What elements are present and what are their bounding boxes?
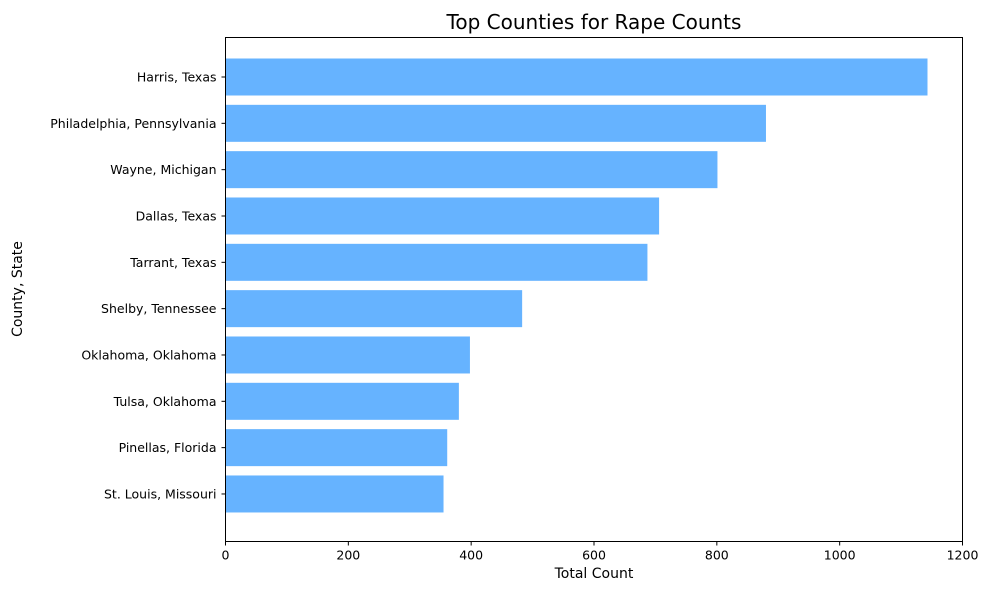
y-tick-label: St. Louis, Missouri [104, 486, 217, 501]
y-tick-label: Pinellas, Florida [119, 440, 217, 455]
bar [225, 151, 718, 189]
bar [225, 58, 928, 96]
chart-title: Top Counties for Rape Counts [446, 10, 742, 34]
bar [225, 243, 648, 281]
bar [225, 104, 766, 142]
y-tick-label: Tulsa, Oklahoma [113, 394, 217, 409]
x-tick-label: 0 [222, 548, 230, 563]
y-tick-label: Oklahoma, Oklahoma [81, 347, 216, 362]
bar [225, 382, 459, 420]
x-tick-label: 800 [705, 548, 729, 563]
y-tick-label: Harris, Texas [137, 70, 217, 85]
bar [225, 475, 444, 513]
y-tick-label: Philadelphia, Pennsylvania [50, 116, 216, 131]
x-tick-label: 600 [582, 548, 606, 563]
x-axis-label: Total Count [554, 566, 634, 582]
bar [225, 290, 523, 328]
y-tick-label: Dallas, Texas [136, 208, 217, 223]
y-tick-label: Tarrant, Texas [129, 255, 216, 270]
bar-group [225, 58, 928, 513]
x-tick-label: 1000 [824, 548, 856, 563]
x-ticks: 0 200 400 600 800 1000 1200 [222, 541, 979, 563]
bar [225, 197, 660, 235]
y-tick-label: Shelby, Tennessee [101, 301, 217, 316]
y-axis-label: County, State [10, 241, 26, 337]
y-tick-labels: Harris, Texas Philadelphia, Pennsylvania W… [50, 70, 226, 501]
bar [225, 336, 470, 374]
x-tick-label: 400 [459, 548, 483, 563]
x-tick-label: 200 [336, 548, 360, 563]
y-tick-label: Wayne, Michigan [110, 162, 216, 177]
bar [225, 429, 448, 467]
plot-frame [225, 37, 963, 542]
x-tick-label: 1200 [947, 548, 979, 563]
